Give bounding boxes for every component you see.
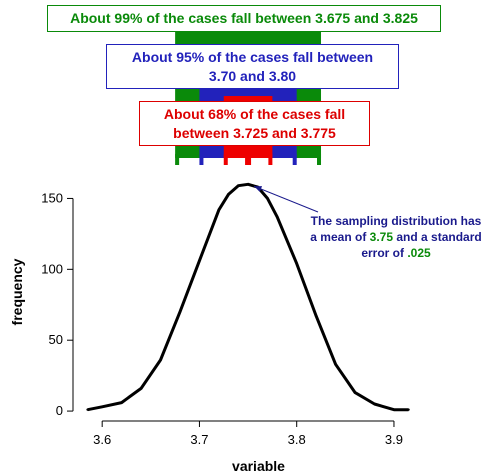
curve-point-16 (334, 363, 337, 366)
note-mean-value: 3.75 (369, 230, 394, 244)
x-tick-label-2: 3.8 (288, 432, 306, 447)
interval-68-line2: between 3.725 and 3.775 (173, 125, 336, 141)
annotation-arrow (253, 185, 319, 213)
curve-point-8 (227, 192, 230, 196)
note-line2-post: and a standard (393, 230, 482, 244)
y-axis-title: frequency (9, 258, 25, 325)
curve-point-13 (276, 215, 279, 219)
x-tick-label-3: 3.9 (385, 432, 403, 447)
sampling-note: The sampling distribution has a mean of … (300, 213, 492, 261)
interval-bar-tick-left-1 (199, 154, 204, 165)
y-tick-label-3: 150 (41, 190, 63, 205)
curve-point-5 (178, 310, 182, 314)
x-axis-title: variable (232, 458, 285, 474)
note-line3: error of .025 (300, 245, 492, 261)
curve-point-14 (295, 262, 298, 265)
curve-point-1 (100, 405, 104, 409)
interval-bar-tick-right-1 (292, 154, 297, 165)
note-line1: The sampling distribution has (310, 214, 482, 228)
curve-point-10 (246, 183, 250, 186)
curve-point-19 (392, 408, 396, 411)
note-line3-pre: error of (361, 246, 408, 260)
curve-point-18 (373, 402, 376, 406)
note-se-value: .025 (407, 246, 431, 260)
interval-bar-tick-right-2 (268, 154, 273, 165)
curve-point-12 (266, 197, 269, 200)
interval-68-label: About 68% of the cases fall between 3.72… (139, 101, 370, 146)
curve-point-3 (139, 387, 143, 390)
note-line2-pre: a mean of (310, 230, 370, 244)
curve-point-4 (159, 358, 162, 362)
curve-point-6 (198, 259, 201, 263)
mean-tick (245, 154, 252, 165)
annotation-arrow-head (254, 186, 263, 192)
x-tick-label-0: 3.6 (93, 432, 111, 447)
interval-95-line2: 3.70 and 3.80 (208, 68, 297, 84)
y-tick-label-0: 0 (56, 403, 63, 418)
x-tick-label-1: 3.7 (190, 432, 208, 447)
curve-point-20 (407, 408, 410, 411)
interval-68-line1: About 68% of the cases fall (163, 106, 346, 122)
interval-bar-tick-left-2 (223, 154, 228, 165)
interval-bar-tick-right-0 (317, 154, 322, 165)
curve-point-0 (86, 408, 89, 411)
y-tick-label-2: 100 (41, 261, 63, 276)
interval-95-line1: About 95% of the cases fall between (131, 49, 374, 65)
curve-point-7 (217, 208, 221, 211)
y-tick-label-1: 50 (49, 332, 63, 347)
note-line2: a mean of 3.75 and a standard (300, 229, 492, 245)
curve-point-15 (314, 314, 318, 318)
interval-bar-tick-left-0 (175, 154, 180, 165)
interval-99-label: About 99% of the cases fall between 3.67… (47, 5, 441, 32)
curve-point-17 (353, 391, 357, 394)
curve-point-2 (120, 401, 123, 404)
interval-95-label: About 95% of the cases fall between 3.70… (106, 44, 399, 89)
curve-point-9 (237, 184, 240, 187)
